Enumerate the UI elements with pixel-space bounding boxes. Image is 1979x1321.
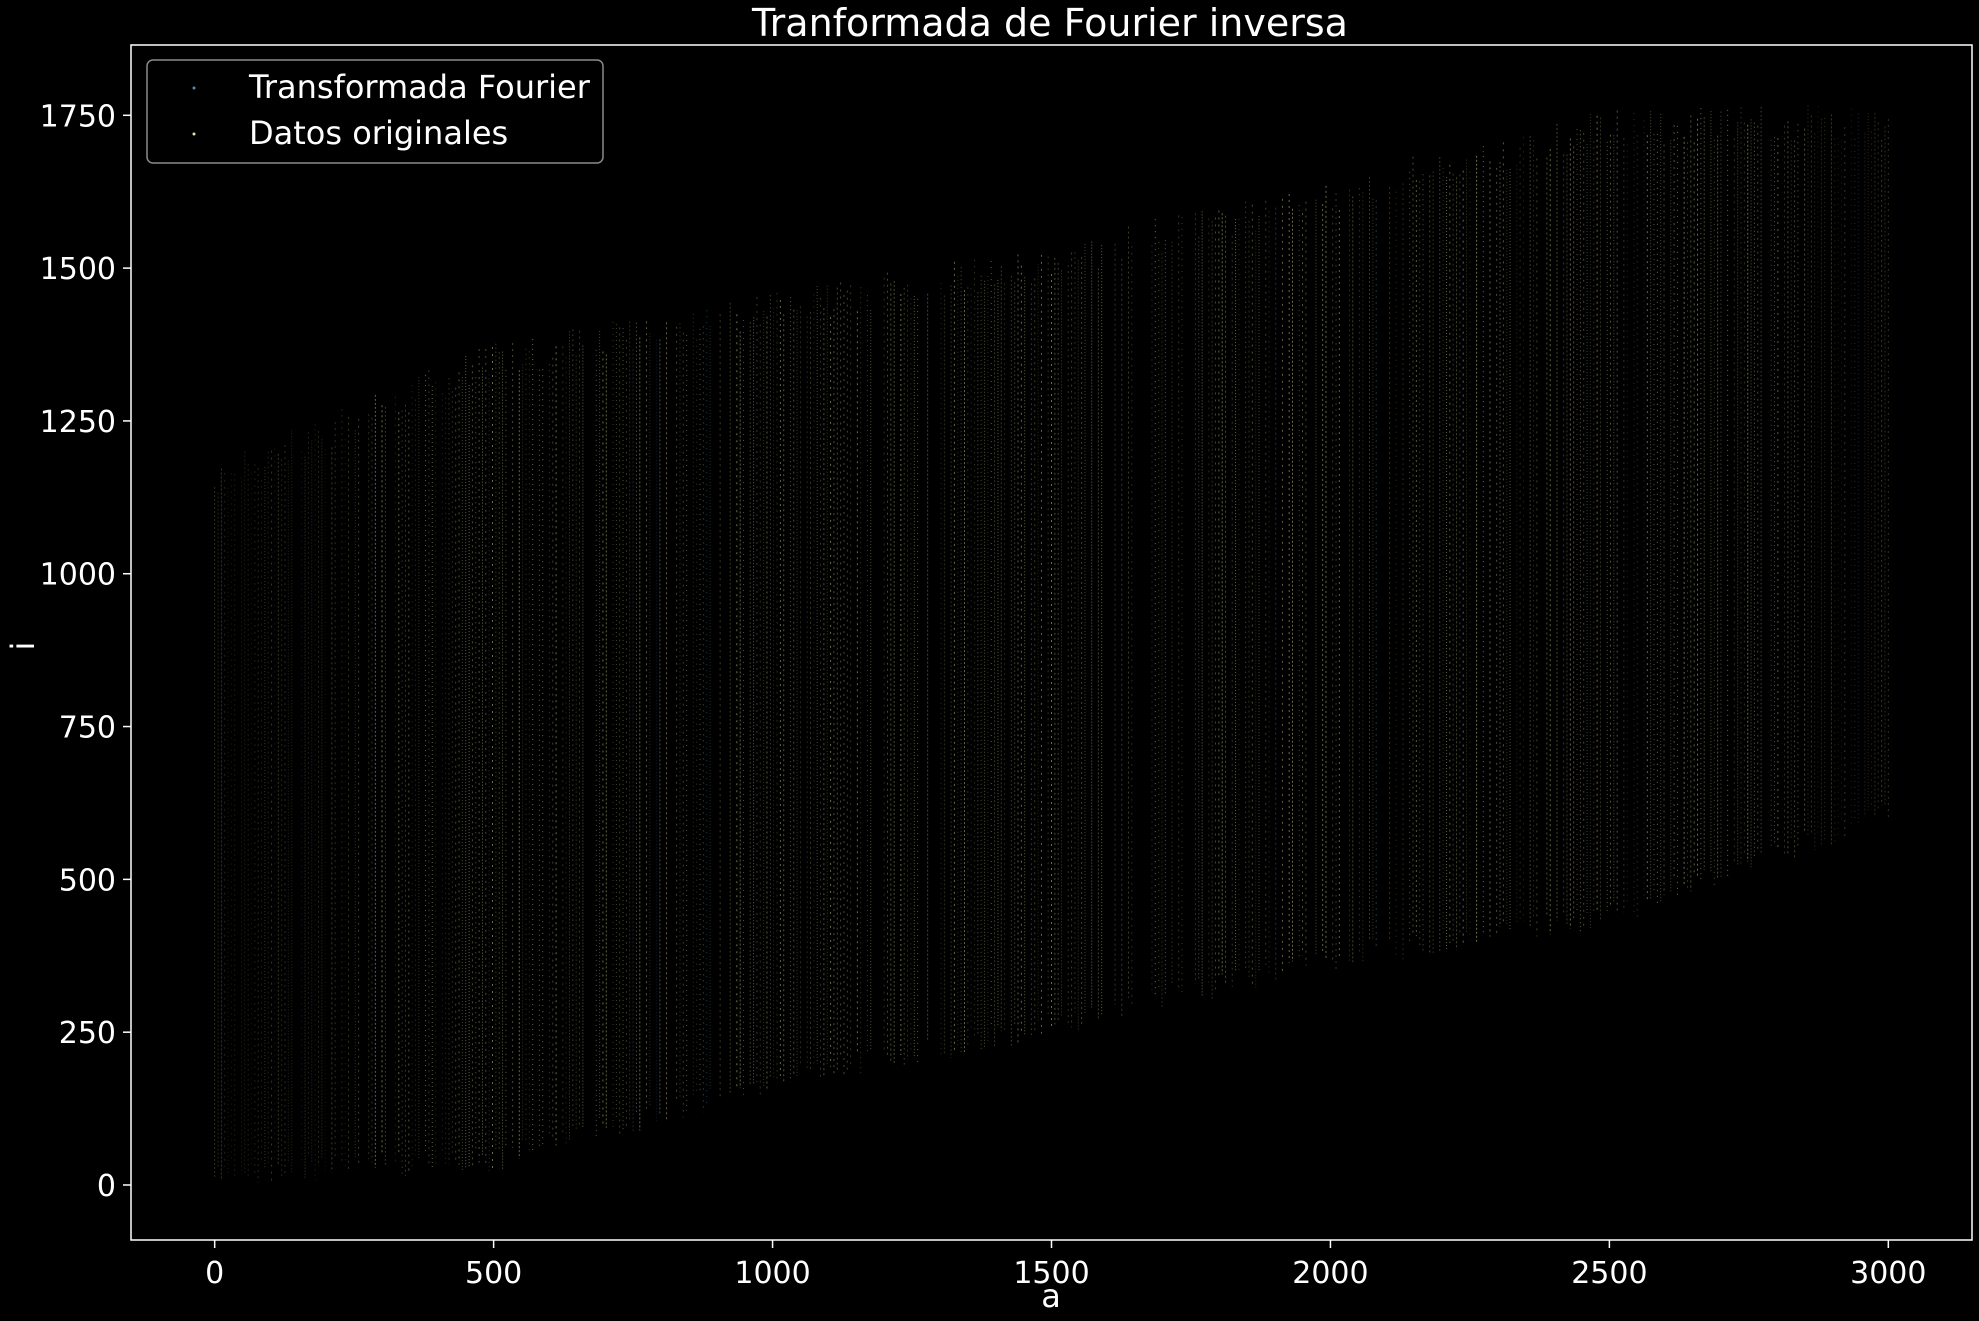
chart-title: Tranformada de Fourier inversa — [751, 1, 1348, 45]
legend-label-datos: Datos originales — [249, 114, 508, 152]
y-tick-label: 1000 — [40, 558, 116, 593]
x-tick-label: 2500 — [1571, 1256, 1647, 1291]
y-tick-label: 250 — [59, 1016, 116, 1051]
x-axis-label: a — [1041, 1277, 1061, 1315]
x-tick-label: 0 — [205, 1256, 224, 1291]
scatter-points — [214, 105, 1889, 1183]
legend-label-transformada: Transformada Fourier — [248, 68, 591, 106]
y-axis-ticks: 0 250 500 750 1000 1250 1500 1750 — [40, 99, 131, 1204]
y-tick-label: 1750 — [40, 99, 116, 134]
y-tick-label: 0 — [97, 1169, 116, 1204]
x-axis-ticks: 0 500 1000 1500 2000 2500 3000 — [205, 1240, 1926, 1291]
legend-marker-datos — [192, 132, 196, 136]
x-tick-label: 3000 — [1850, 1256, 1926, 1291]
x-tick-label: 2000 — [1292, 1256, 1368, 1291]
x-tick-label: 500 — [465, 1256, 522, 1291]
legend-box — [146, 59, 604, 164]
y-tick-label: 750 — [59, 711, 116, 746]
y-axis-label: i — [4, 642, 42, 651]
y-tick-label: 1250 — [40, 405, 116, 440]
y-tick-label: 1500 — [40, 252, 116, 287]
legend: Transformada Fourier Datos originales — [146, 59, 604, 164]
x-tick-label: 1000 — [734, 1256, 810, 1291]
legend-marker-transformada — [192, 86, 196, 90]
x-tick-label: 1500 — [1013, 1256, 1089, 1291]
y-tick-label: 500 — [59, 863, 116, 898]
